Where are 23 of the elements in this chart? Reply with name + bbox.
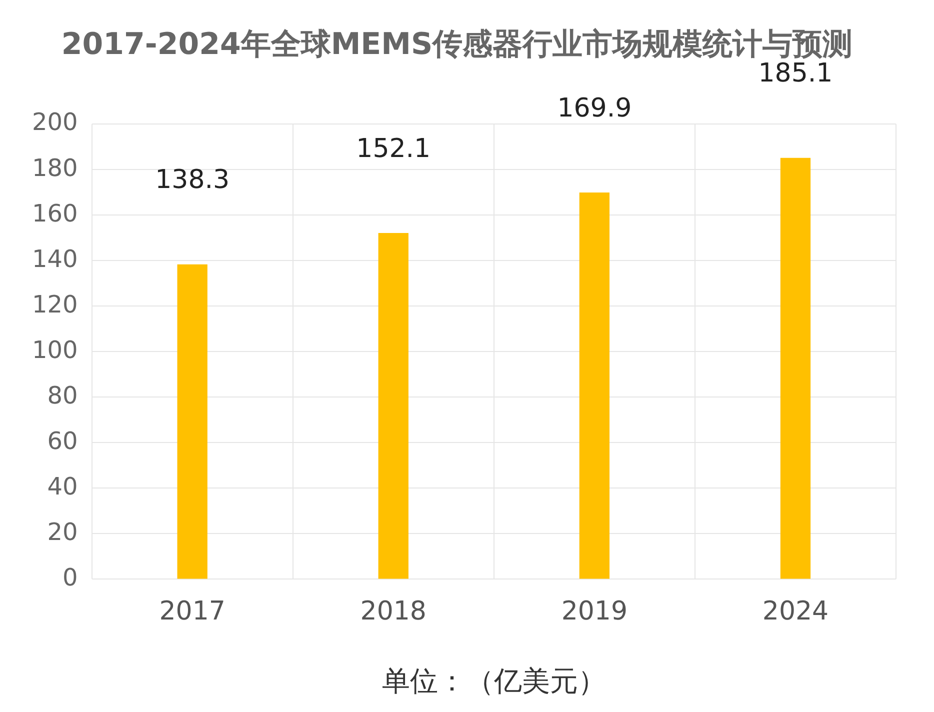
y-tick-label: 0 [62, 563, 78, 592]
y-tick-label: 60 [47, 426, 78, 455]
x-tick-label: 2024 [762, 596, 829, 627]
data-label: 169.9 [557, 93, 632, 124]
bar [177, 264, 208, 579]
y-tick-label: 140 [32, 244, 78, 273]
y-tick-label: 120 [32, 290, 78, 318]
x-axis-title: 单位：（亿美元） [382, 664, 606, 698]
y-tick-label: 40 [47, 472, 78, 500]
bar [579, 192, 610, 579]
data-label: 152.1 [356, 134, 431, 164]
bar [780, 158, 811, 579]
y-tick-label: 100 [32, 336, 78, 364]
x-tick-label: 2018 [360, 596, 426, 627]
y-tick-label: 160 [32, 199, 78, 228]
x-tick-label: 2019 [561, 596, 628, 627]
x-tick-label: 2017 [159, 596, 226, 627]
bar [378, 233, 408, 579]
y-tick-label: 20 [47, 518, 78, 546]
data-label: 138.3 [155, 165, 230, 196]
y-tick-label: 200 [32, 108, 78, 136]
y-tick-label: 80 [47, 381, 78, 410]
y-tick-label: 180 [32, 154, 78, 182]
